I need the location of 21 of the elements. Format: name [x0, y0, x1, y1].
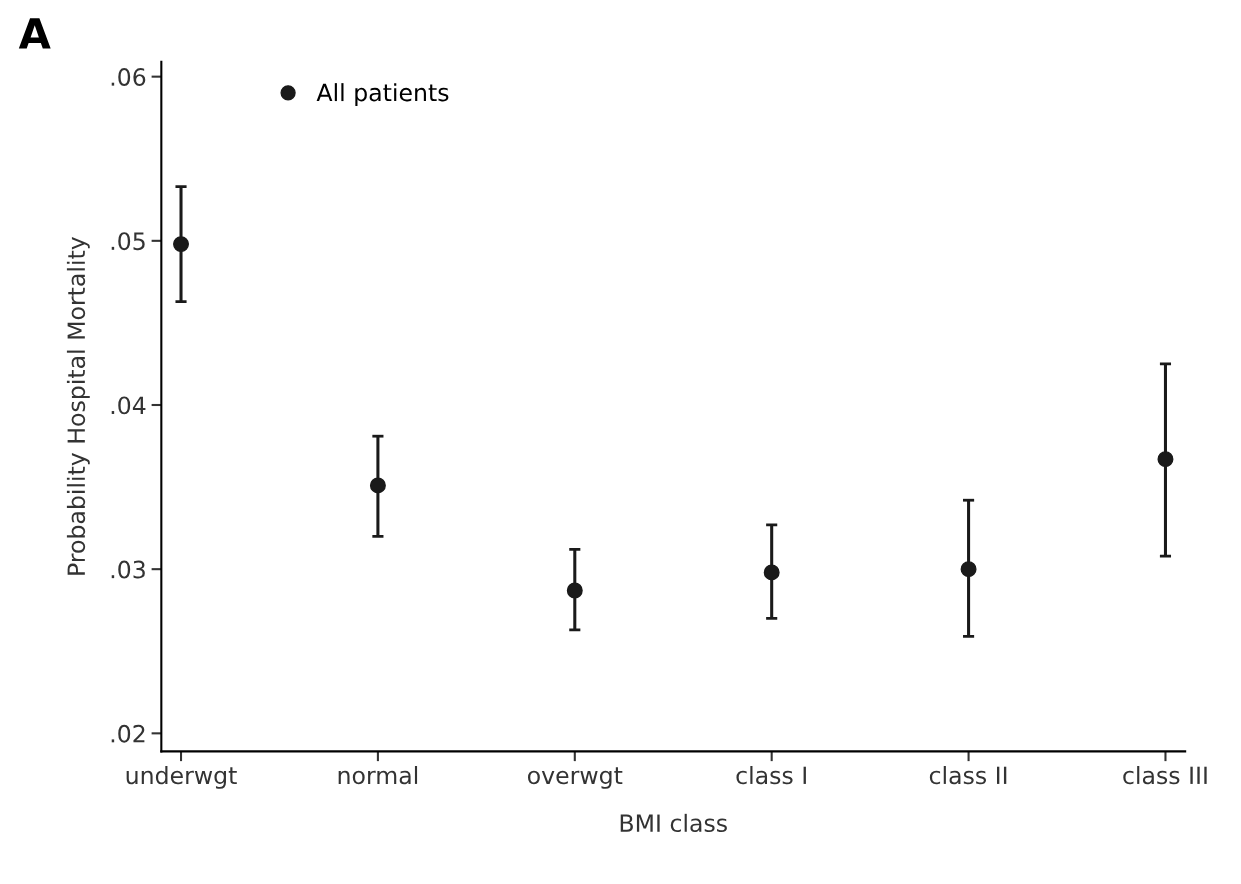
point — [1157, 451, 1174, 468]
x-axis-title: BMI class — [620, 813, 727, 833]
y-tick-label: .05 — [111, 232, 145, 251]
x-tick-label: underwgt — [126, 765, 237, 789]
x-tick-label: class III — [1123, 765, 1207, 785]
y-axis-title: Probability Hospital Mortality — [66, 236, 90, 575]
x-tick-label: overwgt — [527, 767, 623, 789]
x-tick-label: class II — [929, 765, 1007, 785]
point — [369, 477, 386, 494]
point — [566, 582, 583, 599]
y-tick-label: .02 — [111, 724, 145, 743]
y-tick-label: .04 — [111, 396, 146, 415]
x-tick-label: class I — [736, 765, 806, 785]
point — [960, 561, 977, 578]
y-tick-label: .06 — [111, 68, 146, 86]
x-tick-label: normal — [338, 765, 418, 785]
legend-label: All patients — [316, 83, 449, 106]
chart-title: A — [18, 18, 51, 49]
point — [173, 236, 189, 253]
point — [763, 564, 780, 581]
y-tick-label: .03 — [111, 560, 145, 579]
